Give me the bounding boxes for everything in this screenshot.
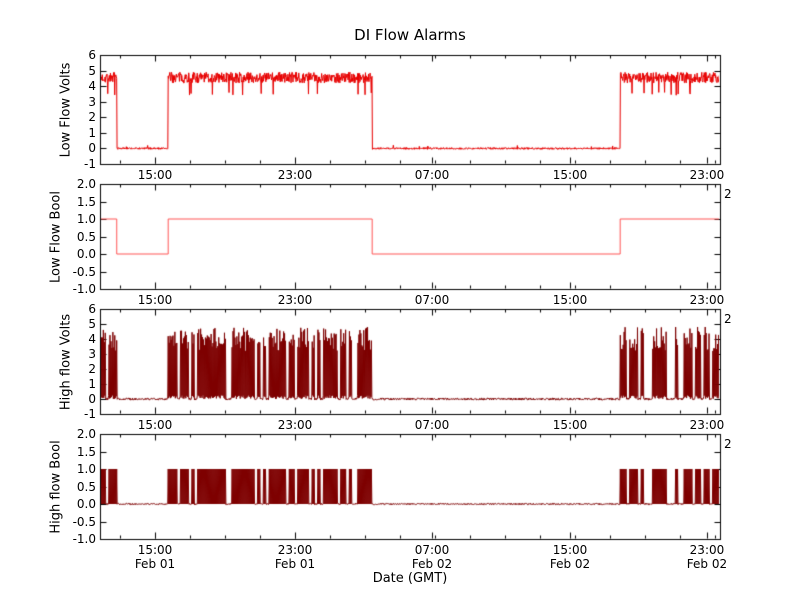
x-tick-label: 07:00 bbox=[414, 168, 450, 182]
x-tick-label: 15:00 bbox=[137, 168, 173, 182]
y-tick-label: 3 bbox=[88, 347, 96, 361]
y-tick-label: -1.0 bbox=[72, 282, 96, 296]
y-tick-label: -1.0 bbox=[72, 532, 96, 546]
right-axis-label: 2 bbox=[724, 312, 732, 326]
right-axis-label: 2 bbox=[724, 187, 732, 201]
y-tick-label: 0 bbox=[88, 141, 96, 156]
x-tick-label: 23:00 bbox=[689, 293, 725, 307]
x-tick-label: 15:00 bbox=[137, 293, 173, 307]
chart-title: DI Flow Alarms bbox=[354, 26, 466, 44]
x-date-label: Feb 01 bbox=[274, 557, 316, 571]
y-tick-label: 1 bbox=[88, 377, 96, 391]
x-tick-label: 23:00 bbox=[689, 168, 725, 182]
y-tick-label: 5 bbox=[88, 63, 96, 78]
x-axis-label: Date (GMT) bbox=[372, 571, 448, 586]
y-tick-label: 2.0 bbox=[76, 177, 96, 191]
y-tick-label: 2 bbox=[88, 110, 96, 125]
x-tick-label: 15:00 bbox=[552, 168, 588, 182]
x-date-label: Feb 02 bbox=[549, 557, 591, 571]
y-tick-label: 0.0 bbox=[76, 247, 96, 261]
x-tick-label: 23:00 bbox=[277, 293, 313, 307]
x-tick-label: 07:00 bbox=[414, 418, 450, 432]
x-tick-label: 23:00 bbox=[277, 543, 313, 557]
y-tick-label: 0.5 bbox=[76, 479, 96, 494]
y-tick-label: -0.5 bbox=[72, 264, 96, 279]
right-axis-label: 2 bbox=[724, 437, 732, 451]
y-tick-label: 1.5 bbox=[76, 194, 96, 209]
x-tick-label: 15:00 bbox=[137, 418, 173, 432]
y-tick-label: 0.5 bbox=[76, 229, 96, 244]
x-tick-label: 23:00 bbox=[689, 418, 725, 432]
x-tick-label: 23:00 bbox=[277, 418, 313, 432]
y-tick-label: 1.0 bbox=[76, 212, 96, 226]
y-tick-label: -1 bbox=[84, 157, 96, 171]
x-date-label: Feb 01 bbox=[134, 557, 176, 571]
y-tick-label: 6 bbox=[88, 302, 96, 316]
y-tick-label: -0.5 bbox=[72, 514, 96, 529]
y-tick-label: 6 bbox=[88, 48, 96, 62]
y-tick-label: -1 bbox=[84, 407, 96, 421]
x-tick-label: 15:00 bbox=[552, 293, 588, 307]
x-tick-label: 07:00 bbox=[414, 543, 450, 557]
x-tick-label: 07:00 bbox=[414, 293, 450, 307]
y-axis-label-low-flow-bool: Low Flow Bool bbox=[48, 190, 64, 283]
y-tick-label: 4 bbox=[88, 79, 96, 94]
y-tick-label: 2.0 bbox=[76, 427, 96, 441]
y-tick-label: 0 bbox=[88, 392, 96, 406]
x-date-label: Feb 02 bbox=[411, 557, 453, 571]
y-tick-label: 2 bbox=[88, 362, 96, 376]
y-tick-label: 4 bbox=[88, 332, 96, 346]
x-tick-label: 15:00 bbox=[137, 543, 173, 557]
y-tick-label: 5 bbox=[88, 317, 96, 331]
x-tick-label: 23:00 bbox=[689, 543, 725, 557]
y-tick-label: 0.0 bbox=[76, 497, 96, 511]
y-axis-label-low-flow-volts: Low Flow Volts bbox=[58, 62, 74, 157]
x-tick-label: 15:00 bbox=[552, 418, 588, 432]
y-tick-label: 3 bbox=[88, 94, 96, 109]
y-tick-label: 1.0 bbox=[76, 462, 96, 476]
x-tick-label: 23:00 bbox=[277, 168, 313, 182]
x-tick-label: 15:00 bbox=[552, 543, 588, 557]
x-date-label: Feb 02 bbox=[686, 557, 728, 571]
y-axis-label-high-flow-bool: High flow Bool bbox=[48, 439, 64, 534]
y-tick-label: 1.5 bbox=[76, 444, 96, 459]
y-axis-label-high-flow-volts: High flow Volts bbox=[58, 313, 74, 410]
y-tick-label: 1 bbox=[88, 125, 96, 140]
